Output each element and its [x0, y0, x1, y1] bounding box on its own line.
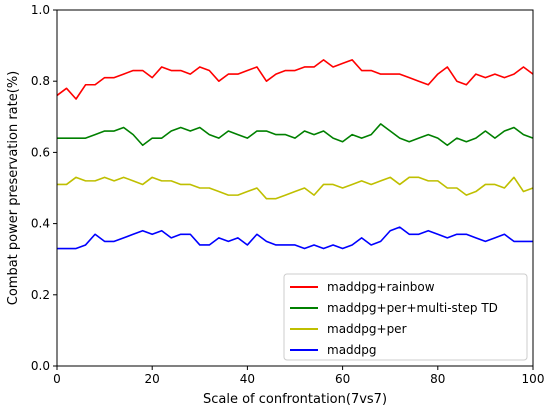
x-tick-label: 0: [53, 372, 61, 386]
y-axis-title: Combat power preservation rate(%): [6, 71, 21, 305]
legend-box: [283, 273, 528, 361]
x-tick-label: 100: [522, 372, 545, 386]
y-tick-label: 1.0: [31, 3, 50, 17]
y-tick-label: 0.8: [31, 74, 50, 88]
series-line-2: [57, 176, 534, 200]
x-tick-label: 20: [145, 372, 160, 386]
x-tick-label: 40: [240, 372, 255, 386]
series-line-0: [56, 59, 534, 100]
x-tick-label: 60: [335, 372, 350, 386]
legend-label-2: maddpg+per: [327, 322, 407, 336]
tick-layer: 0 20 40 60 80 100 0.0 0.2 0.4 0.6 0.8 1.0: [31, 3, 545, 386]
y-tick-label: 0.4: [31, 217, 50, 231]
y-tick-label: 0.2: [31, 288, 50, 302]
x-axis-title: Scale of confrontation(7vs7): [203, 392, 387, 407]
y-tick-label: 0.6: [31, 145, 50, 159]
series-line-1: [57, 123, 534, 147]
plot-frame: [56, 9, 534, 367]
legend-label-3: maddpg: [327, 343, 377, 357]
series-layer: [56, 59, 534, 250]
series-line-3: [57, 226, 533, 250]
legend-label-1: maddpg+per+multi-step TD: [327, 301, 498, 315]
legend-label-0: maddpg+rainbow: [327, 280, 435, 294]
legend: maddpg+rainbow maddpg+per+multi-step TD ma…: [283, 273, 528, 361]
x-tick-label: 80: [430, 372, 445, 386]
y-tick-label: 0.0: [31, 359, 50, 373]
